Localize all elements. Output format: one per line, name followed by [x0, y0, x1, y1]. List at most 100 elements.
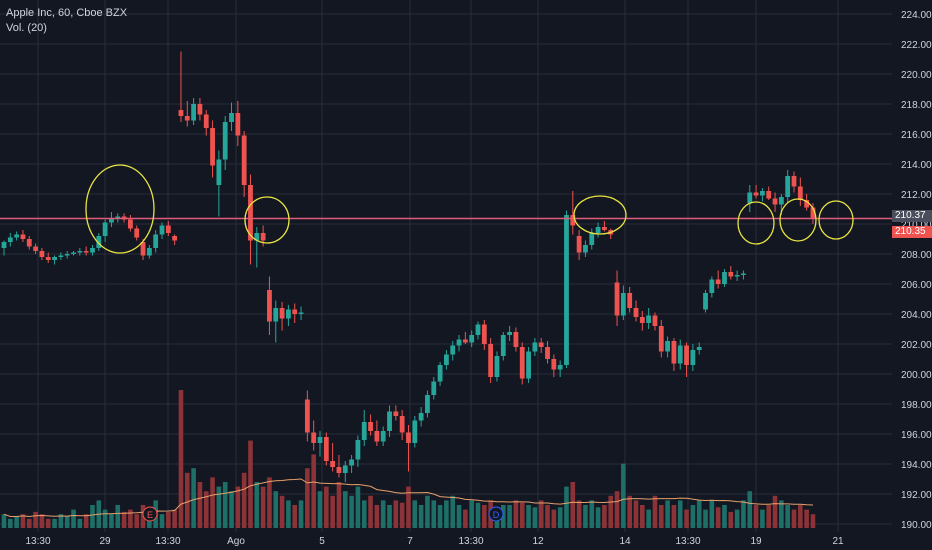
- candle-body: [14, 234, 20, 238]
- symbol-title[interactable]: Apple Inc, 60, Cboe BZX: [6, 7, 128, 19]
- volume-bar: [728, 511, 734, 528]
- volume-bar: [254, 482, 260, 528]
- candle: [633, 300, 639, 322]
- candle-body: [753, 192, 759, 196]
- candle: [551, 354, 557, 377]
- volume-bar: [703, 509, 708, 528]
- candle-body: [450, 345, 456, 355]
- candle-body: [273, 308, 279, 322]
- candle: [696, 342, 702, 355]
- volume-bar: [324, 486, 329, 528]
- candle: [760, 188, 765, 202]
- candle: [128, 215, 133, 232]
- volume-bar: [437, 505, 443, 528]
- candle-body: [304, 399, 310, 433]
- volume-bar: [475, 502, 481, 528]
- volume-bar: [450, 495, 456, 528]
- volume-bar: [286, 500, 291, 528]
- candle: [45, 252, 51, 263]
- candle-body: [747, 192, 753, 203]
- candle: [469, 330, 475, 347]
- price-tick-label: 198.00: [901, 400, 932, 411]
- candle: [216, 150, 222, 217]
- candle: [349, 455, 354, 473]
- candle-body: [39, 251, 45, 257]
- candle: [387, 405, 392, 437]
- volume-bar: [734, 509, 740, 528]
- volume-bar: [532, 507, 538, 528]
- candle-body: [286, 309, 291, 319]
- candle: [418, 407, 424, 427]
- candle-body: [140, 242, 146, 256]
- candle-body: [431, 381, 437, 395]
- volume-bar: [355, 486, 361, 528]
- candle-body: [797, 186, 803, 200]
- volume-bar: [614, 491, 620, 528]
- candle: [513, 327, 519, 352]
- candle: [102, 219, 108, 242]
- dividend-marker[interactable]: D: [488, 506, 504, 522]
- candle: [747, 185, 753, 212]
- candle-body: [128, 219, 133, 229]
- indicator-title[interactable]: Vol. (20): [6, 22, 47, 34]
- candle-body: [159, 225, 165, 235]
- annotation-ellipse: [818, 200, 854, 240]
- volume-bar: [330, 495, 335, 528]
- candle-body: [71, 252, 76, 254]
- candle: [374, 420, 380, 446]
- candle: [311, 420, 317, 451]
- time-tick-label: 13:30: [155, 536, 180, 547]
- time-tick-label: 7: [407, 536, 413, 547]
- candle-body: [26, 239, 32, 247]
- candle: [690, 344, 696, 371]
- candle: [570, 191, 576, 235]
- volume-bar: [279, 495, 285, 528]
- candle-body: [342, 465, 348, 473]
- volume-bar: [39, 514, 45, 528]
- candle: [279, 302, 285, 331]
- candle: [614, 270, 620, 326]
- volume-bar: [241, 472, 247, 528]
- volume-bar: [576, 500, 582, 528]
- volume-bar: [349, 495, 354, 528]
- candle-body: [602, 227, 607, 230]
- volume-bar: [387, 505, 392, 528]
- candle: [159, 222, 165, 239]
- candle: [785, 170, 791, 203]
- candle-body: [760, 191, 765, 196]
- last-price-tag: 210.37: [892, 210, 932, 222]
- volume-bar: [210, 477, 215, 528]
- candle: [488, 338, 494, 383]
- volume-bar: [463, 509, 468, 528]
- candle: [393, 405, 399, 421]
- earnings-marker[interactable]: E: [142, 506, 158, 522]
- candle: [71, 251, 76, 256]
- candle: [431, 377, 437, 400]
- candlesticks: [1, 51, 816, 482]
- candle: [652, 312, 658, 331]
- price-tick-label: 200.00: [901, 370, 932, 381]
- volume-bar: [260, 486, 266, 528]
- candle-body: [633, 308, 639, 317]
- candle: [538, 338, 544, 353]
- candle-body: [279, 308, 285, 319]
- price-axis[interactable]: [892, 0, 932, 532]
- price-tick-label: 222.00: [901, 40, 932, 51]
- volume-bar: [456, 505, 462, 528]
- candle: [210, 120, 215, 178]
- candle-body: [652, 315, 658, 326]
- current-price-tag: 210.35: [892, 226, 932, 238]
- volume-bar: [722, 505, 727, 528]
- time-axis[interactable]: [0, 532, 932, 550]
- candle-body: [772, 198, 778, 205]
- candle-body: [330, 461, 336, 467]
- candle: [526, 347, 531, 383]
- candle-body: [248, 185, 253, 241]
- volume-bar: [336, 482, 342, 528]
- candle-body: [462, 339, 468, 343]
- candle: [317, 431, 323, 457]
- volume-bar: [399, 502, 405, 528]
- candle: [267, 276, 272, 335]
- candle-body: [564, 215, 569, 365]
